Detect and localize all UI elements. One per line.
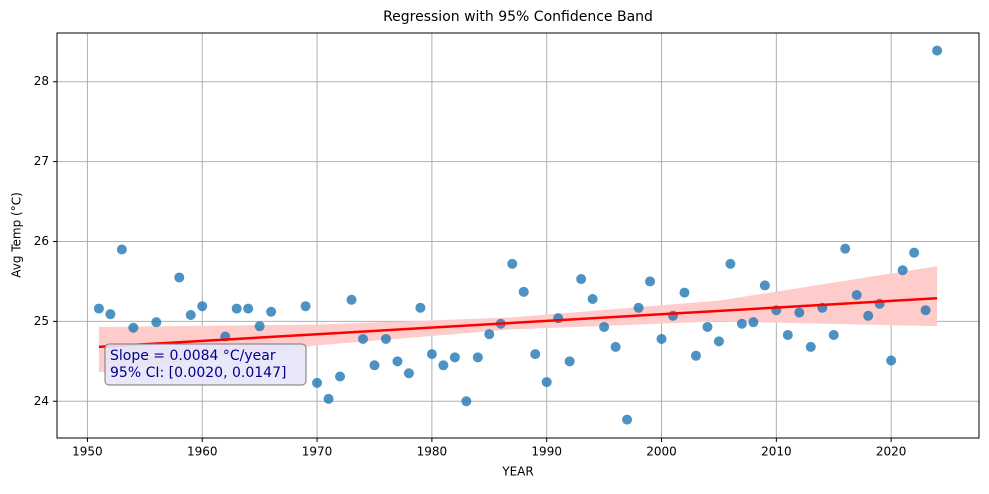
y-tick-label: 25 — [34, 314, 49, 328]
data-point — [851, 290, 862, 301]
x-tick-label: 1950 — [72, 445, 103, 459]
data-point — [357, 333, 368, 344]
data-point — [403, 368, 414, 379]
annotation-box — [104, 343, 307, 386]
data-point — [254, 321, 265, 332]
data-point — [782, 329, 793, 340]
data-point — [369, 360, 380, 371]
data-point — [380, 333, 391, 344]
y-tick-label: 28 — [34, 74, 49, 88]
data-point — [93, 303, 104, 314]
data-point — [576, 274, 587, 285]
data-point — [679, 287, 690, 298]
data-point — [656, 333, 667, 344]
data-point — [920, 305, 931, 316]
data-point — [702, 321, 713, 332]
x-tick-label: 1990 — [531, 445, 562, 459]
data-point — [805, 341, 816, 352]
x-tick-label: 2000 — [646, 445, 677, 459]
data-point — [713, 336, 724, 347]
data-point — [863, 310, 874, 321]
data-point — [323, 393, 334, 404]
data-point — [622, 414, 633, 425]
data-point — [438, 360, 449, 371]
data-point — [748, 317, 759, 328]
data-point — [472, 352, 483, 363]
data-point — [736, 318, 747, 329]
data-point — [897, 265, 908, 276]
data-point — [300, 301, 311, 312]
data-point — [335, 371, 346, 382]
data-point — [690, 350, 701, 361]
data-point — [725, 258, 736, 269]
data-point — [840, 243, 851, 254]
data-point — [484, 329, 495, 340]
data-point — [197, 301, 208, 312]
data-point — [794, 307, 805, 318]
data-point — [185, 309, 196, 320]
x-tick-label: 1960 — [187, 445, 218, 459]
data-point — [828, 329, 839, 340]
y-tick-label: 27 — [34, 154, 49, 168]
data-point — [530, 349, 541, 360]
data-point — [610, 341, 621, 352]
data-point — [759, 280, 770, 291]
y-axis-label: Avg Temp (°C) — [10, 192, 24, 278]
regression-line — [98, 296, 938, 349]
data-point — [415, 302, 426, 313]
annotation: 95% CI: [0.0020, 0.0147] — [110, 365, 286, 381]
data-point — [518, 286, 529, 297]
x-tick-label: 1980 — [417, 445, 448, 459]
data-point — [105, 309, 116, 320]
data-point — [128, 322, 139, 333]
plot-frame — [56, 32, 980, 439]
data-point — [461, 396, 472, 407]
y-tick-label: 26 — [34, 234, 49, 248]
data-point — [909, 247, 920, 258]
data-point — [346, 294, 357, 305]
annotation: Slope = 0.0084 °C/year — [110, 348, 276, 364]
data-point — [507, 258, 518, 269]
data-point — [564, 356, 575, 367]
x-tick-label: 1970 — [302, 445, 333, 459]
data-point — [174, 272, 185, 283]
data-point — [886, 355, 897, 366]
data-point — [633, 302, 644, 313]
data-point — [587, 294, 598, 305]
data-point — [243, 303, 254, 314]
confidence-band — [98, 266, 938, 373]
data-point — [541, 377, 552, 388]
data-point — [426, 349, 437, 360]
chart-title: Regression with 95% Confidence Band — [383, 9, 653, 25]
data-point — [116, 244, 127, 255]
data-point — [599, 321, 610, 332]
y-tick-label: 24 — [34, 394, 49, 408]
x-axis-label: YEAR — [501, 465, 533, 479]
data-point — [392, 356, 403, 367]
x-tick-label: 2020 — [876, 445, 907, 459]
data-point — [151, 317, 162, 328]
x-tick-label: 2010 — [761, 445, 792, 459]
data-point — [266, 306, 277, 317]
data-point — [449, 352, 460, 363]
data-point — [312, 377, 323, 388]
data-point — [645, 276, 656, 287]
data-point — [932, 45, 943, 56]
data-point — [231, 303, 242, 314]
